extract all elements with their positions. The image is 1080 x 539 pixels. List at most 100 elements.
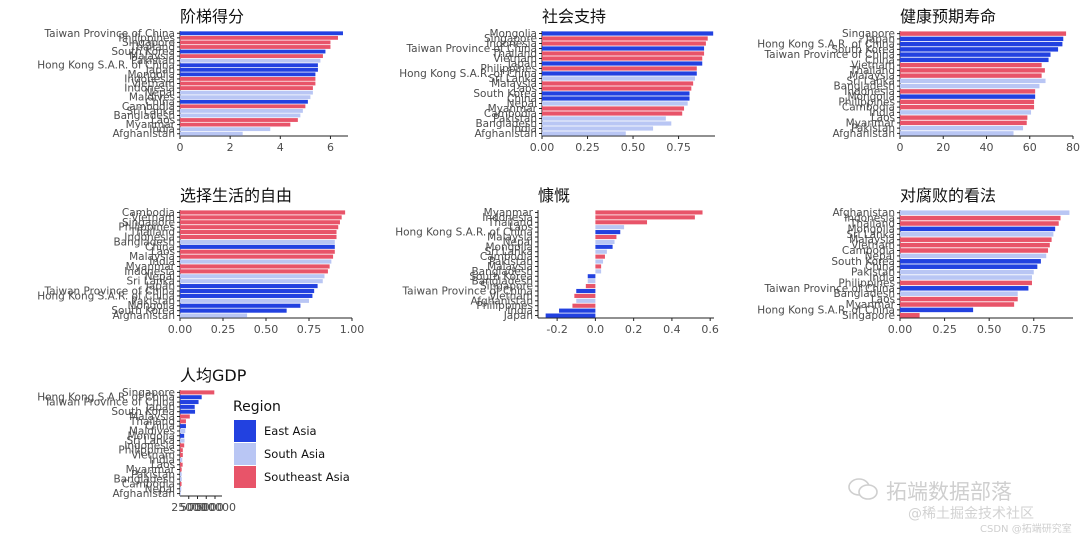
y-tick-label: Malaysia [129,251,175,263]
y-tick-label: China [145,241,175,253]
y-tick-label: Mongolia [128,430,176,442]
y-tick-label: Indonesia [124,73,175,85]
y-tick-label: Philippines [118,445,175,457]
bar [542,121,672,126]
y-tick-label: Philippines [480,63,537,75]
bar [900,31,1067,36]
x-tick-label: 0.00 [530,141,555,154]
y-tick-label: Hong Kong S.A.R. of China [37,392,175,404]
y-tick-label: Myanmar [126,119,176,131]
bar [180,303,301,308]
bar [180,49,326,54]
y-tick-label: Mongolia [848,223,896,235]
y-tick-label: Laos [151,246,175,258]
y-tick-label: Afghanistan [474,128,537,140]
x-tick-label: 4 [277,141,284,154]
y-tick-label: Afghanistan [112,310,175,322]
bar [180,400,199,405]
panel-title: 选择生活的自由 [180,186,292,205]
y-tick-label: India [149,124,175,136]
y-tick-label: Sri Lanka [126,276,175,288]
bar [542,126,654,131]
y-tick-label: Laos [151,459,175,471]
bar [542,61,703,66]
x-tick-label: 60 [1023,141,1037,154]
bar [180,225,339,230]
y-tick-label: Laos [151,115,175,127]
bar [900,302,1015,307]
bar [900,115,1028,120]
watermark-csdn: CSDN @拓端研究室 [980,524,1072,535]
x-tick-label: 0.75 [297,323,322,336]
bar [900,99,1035,105]
bar [900,68,1045,73]
bar [595,269,602,274]
y-tick-label: Thailand [129,227,175,239]
y-tick-label: Mongolia [490,28,538,40]
bar [900,237,1052,242]
bar [542,51,705,56]
y-tick-label: Hong Kong S.A.R. of China [757,304,895,316]
y-tick-label: Vietnam [489,290,533,302]
bar [180,254,334,259]
y-tick-label: Indonesia [124,83,175,95]
y-tick-label: Cambodia [842,245,895,257]
y-tick-label: India [149,256,175,268]
legend-label: Southeast Asia [264,470,350,484]
bar [900,83,1040,89]
bar [595,254,605,259]
y-tick-label: India [507,305,533,317]
bar [900,253,1047,259]
bar [180,215,342,220]
y-tick-label: Cambodia [122,478,175,490]
y-tick-label: South Korea [111,46,175,58]
y-tick-label: Malaysia [491,78,537,90]
y-tick-label: Vietnam [131,212,175,224]
y-tick-label: Malaysia [129,51,175,63]
y-tick-label: Japan [145,64,175,76]
x-tick-label: 100000 [194,501,236,514]
y-tick-label: Japan [865,33,895,45]
y-tick-label: Afghanistan [832,207,895,219]
bar [900,131,1014,136]
y-tick-label: China [507,93,537,105]
y-tick-label: Bangladesh [475,118,537,130]
y-tick-label: South Korea [473,88,537,100]
bar [180,244,335,249]
watermark-sub: @稀土掘金技术社区 [908,506,1034,522]
bar [542,66,697,71]
y-tick-label: Thailand [849,65,895,77]
x-tick-label: 75000 [189,501,224,514]
bar [576,298,596,303]
bar [587,279,596,284]
y-tick-label: Indonesia [124,232,175,244]
y-tick-label: Sri Lanka [126,435,175,447]
bar [900,125,1024,131]
x-tick-label: 2 [227,141,234,154]
y-tick-label: Philippines [838,277,895,289]
facet-panel-4: 选择生活的自由 CambodiaVietnamSingaporePhilippin… [37,186,364,336]
x-tick-label: 0.75 [666,141,691,154]
bar [595,215,695,220]
y-tick-label: Indonesia [844,213,895,225]
bar [900,89,1036,94]
bar [900,36,1064,42]
y-tick-label: Hong Kong S.A.R. of China [395,227,533,239]
bar [180,395,202,400]
bar [900,307,974,313]
panel-title: 健康预期寿命 [900,7,996,26]
bar [595,244,613,249]
bar [572,303,596,308]
y-tick-label: Myanmar [846,299,896,311]
bar [900,280,1032,286]
y-tick-label: Philippines [476,300,533,312]
bar [180,424,186,429]
y-tick-label: Malaysia [487,232,533,244]
watermark-main: 拓端数据部落 [886,480,1012,504]
bar [180,453,183,458]
x-tick-label: 0.50 [977,323,1002,336]
bar [542,71,697,76]
y-tick-label: Mongolia [486,241,534,253]
